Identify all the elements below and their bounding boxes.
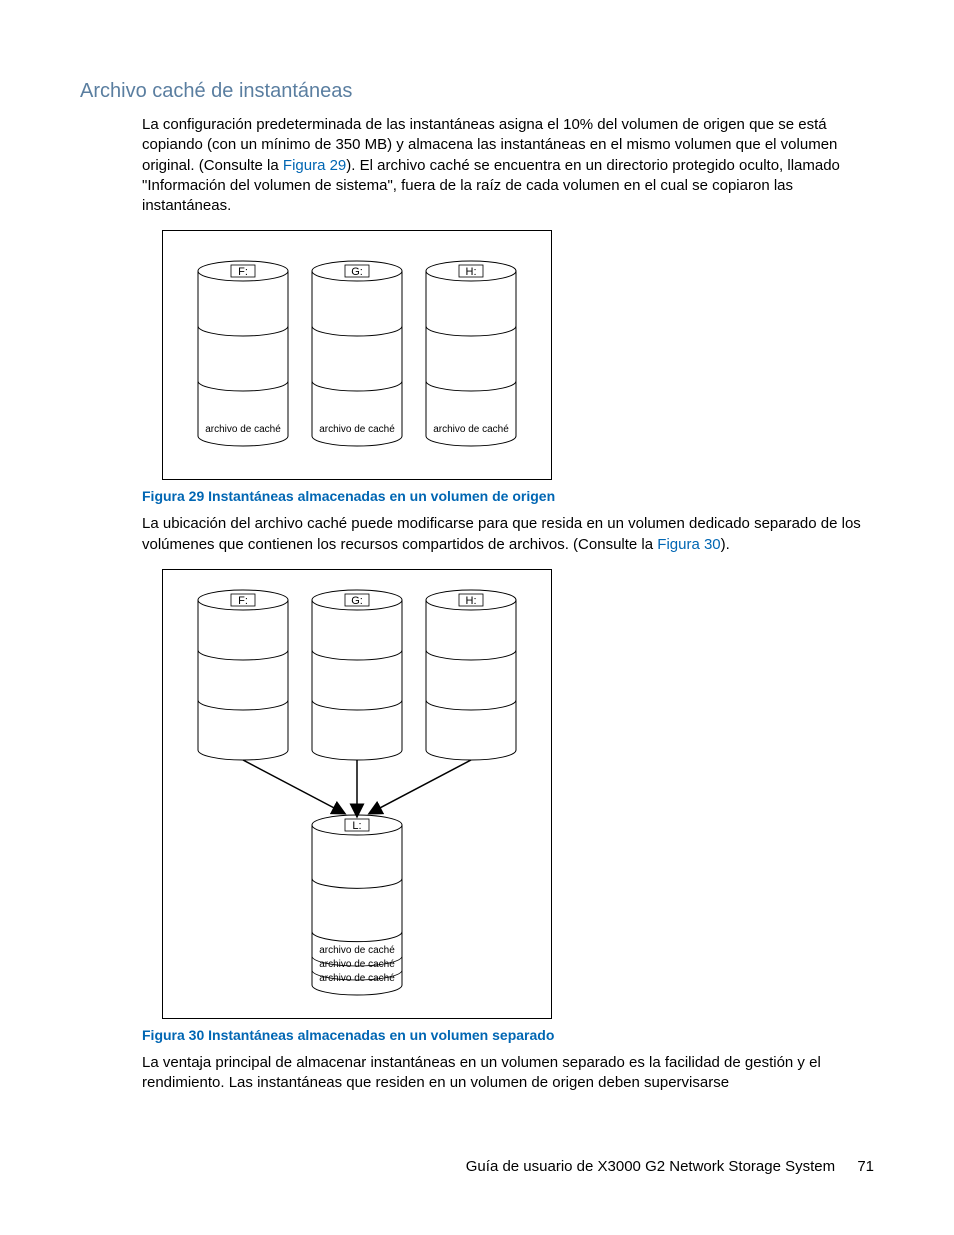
svg-text:F:: F: [238, 266, 248, 278]
svg-text:archivo de caché: archivo de caché [205, 424, 281, 435]
figure-30-link[interactable]: Figura 30 [657, 536, 720, 553]
page-number: 71 [857, 1158, 874, 1175]
figure-29-caption: Figura 29 Instantáneas almacenadas en un… [142, 488, 874, 504]
paragraph-3: La ventaja principal de almacenar instan… [142, 1053, 874, 1094]
svg-text:F:: F: [238, 595, 248, 607]
figure-30: F:G:H: L:archivo de cachéarchivo de cach… [162, 569, 552, 1019]
svg-text:H:: H: [466, 595, 477, 607]
svg-text:archivo de caché: archivo de caché [433, 424, 509, 435]
svg-text:G:: G: [351, 266, 363, 278]
page-footer: Guía de usuario de X3000 G2 Network Stor… [466, 1158, 874, 1175]
footer-text: Guía de usuario de X3000 G2 Network Stor… [466, 1158, 835, 1175]
svg-text:archivo de caché: archivo de caché [319, 424, 395, 435]
figure-29: F: archivo de caché G: archivo de caché H: ar… [162, 230, 552, 480]
section-heading: Archivo caché de instantáneas [80, 80, 874, 103]
figure-30-caption: Figura 30 Instantáneas almacenadas en un… [142, 1027, 874, 1043]
svg-text:G:: G: [351, 595, 363, 607]
svg-text:H:: H: [466, 266, 477, 278]
para2-text-a: La ubicación del archivo caché puede mod… [142, 515, 861, 552]
svg-text:L:: L: [352, 820, 361, 832]
svg-text:archivo de caché: archivo de caché [319, 945, 395, 956]
para2-text-b: ). [721, 536, 730, 553]
figure-29-link[interactable]: Figura 29 [283, 157, 346, 174]
paragraph-1: La configuración predeterminada de las i… [142, 115, 874, 216]
paragraph-2: La ubicación del archivo caché puede mod… [142, 514, 874, 555]
